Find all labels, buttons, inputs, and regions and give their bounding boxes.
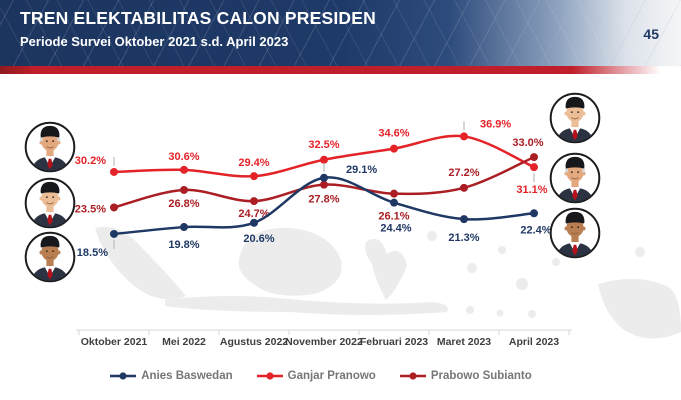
- data-point-ganjar-pranowo: [320, 155, 328, 164]
- data-label-anies-baswedan: 22.4%: [520, 224, 551, 236]
- x-axis-label: November 2022: [285, 336, 363, 348]
- avatar-anies-baswedan-right: [548, 206, 602, 260]
- legend-label: Anies Baswedan: [141, 370, 233, 382]
- data-label-ganjar-pranowo: 32.5%: [308, 139, 339, 151]
- x-axis-label: Mei 2022: [162, 336, 206, 348]
- data-point-ganjar-pranowo: [110, 167, 118, 176]
- data-label-anies-baswedan: 18.5%: [77, 247, 108, 259]
- data-label-ganjar-pranowo: 36.9%: [480, 118, 511, 130]
- indonesia-map-background: [95, 226, 681, 339]
- chart-legend: Anies Baswedan Ganjar Pranowo Prabowo Subi…: [60, 366, 580, 386]
- legend-label: Prabowo Subianto: [430, 370, 532, 382]
- x-axis-label: April 2023: [509, 336, 559, 348]
- legend-item-prabowo-subianto: Prabowo Subianto: [398, 370, 532, 382]
- data-label-ganjar-pranowo: 34.6%: [378, 128, 409, 140]
- x-axis-label: Oktober 2021: [81, 336, 148, 348]
- data-point-anies-baswedan: [110, 229, 118, 238]
- avatar-ganjar-pranowo-left: [23, 120, 77, 174]
- x-axis-label: Februari 2023: [360, 336, 428, 348]
- data-point-prabowo-subianto: [250, 197, 258, 206]
- avatar-ganjar-pranowo-right: [548, 151, 602, 205]
- avatar-prabowo-subianto-left: [23, 176, 77, 230]
- data-point-anies-baswedan: [250, 218, 258, 227]
- x-axis-label: Maret 2023: [437, 336, 491, 348]
- legend-item-anies-baswedan: Anies Baswedan: [108, 370, 233, 382]
- data-point-anies-baswedan: [460, 215, 468, 224]
- data-point-prabowo-subianto: [390, 189, 398, 198]
- data-label-anies-baswedan: 29.1%: [346, 164, 377, 176]
- data-point-ganjar-pranowo: [250, 172, 258, 181]
- data-point-anies-baswedan: [530, 209, 538, 218]
- legend-item-ganjar-pranowo: Ganjar Pranowo: [255, 370, 376, 382]
- data-label-anies-baswedan: 19.8%: [168, 239, 199, 251]
- data-point-ganjar-pranowo: [460, 132, 468, 141]
- data-label-prabowo-subianto: 23.5%: [75, 203, 106, 215]
- legend-marker-prabowo-subianto: [399, 372, 426, 380]
- avatar-anies-baswedan-left: [23, 230, 77, 284]
- data-point-anies-baswedan: [180, 223, 188, 232]
- legend-label: Ganjar Pranowo: [287, 370, 376, 382]
- data-label-anies-baswedan: 20.6%: [243, 233, 274, 245]
- avatar-prabowo-subianto-right: [548, 91, 602, 145]
- legend-marker-anies-baswedan: [110, 372, 137, 380]
- data-label-ganjar-pranowo: 30.6%: [168, 151, 199, 163]
- data-label-prabowo-subianto: 27.2%: [448, 167, 479, 179]
- page-subtitle: Periode Survei Oktober 2021 s.d. April 2…: [20, 34, 289, 49]
- page-number: 45: [643, 26, 659, 42]
- data-label-anies-baswedan: 24.4%: [380, 223, 411, 235]
- x-axis-label: Agustus 2022: [220, 336, 288, 348]
- data-point-ganjar-pranowo: [180, 165, 188, 174]
- data-point-anies-baswedan: [320, 173, 328, 182]
- data-point-anies-baswedan: [390, 198, 398, 207]
- data-point-prabowo-subianto: [530, 153, 538, 162]
- data-point-ganjar-pranowo: [530, 163, 538, 172]
- data-label-prabowo-subianto: 26.8%: [168, 198, 199, 210]
- legend-marker-ganjar-pranowo: [256, 372, 283, 380]
- data-point-ganjar-pranowo: [390, 144, 398, 153]
- data-label-ganjar-pranowo: 30.2%: [75, 155, 106, 167]
- data-label-prabowo-subianto: 27.8%: [308, 194, 339, 206]
- data-label-prabowo-subianto: 24.7%: [238, 208, 269, 220]
- data-label-prabowo-subianto: 33.0%: [512, 137, 543, 149]
- data-label-anies-baswedan: 21.3%: [448, 232, 479, 244]
- data-point-prabowo-subianto: [460, 183, 468, 192]
- data-point-prabowo-subianto: [110, 203, 118, 212]
- data-label-ganjar-pranowo: 31.1%: [516, 184, 547, 196]
- data-point-prabowo-subianto: [320, 180, 328, 189]
- header-banner: TREN ELEKTABILITAS CALON PRESIDEN Period…: [0, 0, 681, 66]
- data-label-ganjar-pranowo: 29.4%: [238, 157, 269, 169]
- header-accent-stripe: [0, 66, 681, 74]
- data-label-prabowo-subianto: 26.1%: [378, 211, 409, 223]
- data-point-prabowo-subianto: [180, 185, 188, 194]
- page-title: TREN ELEKTABILITAS CALON PRESIDEN: [20, 8, 376, 28]
